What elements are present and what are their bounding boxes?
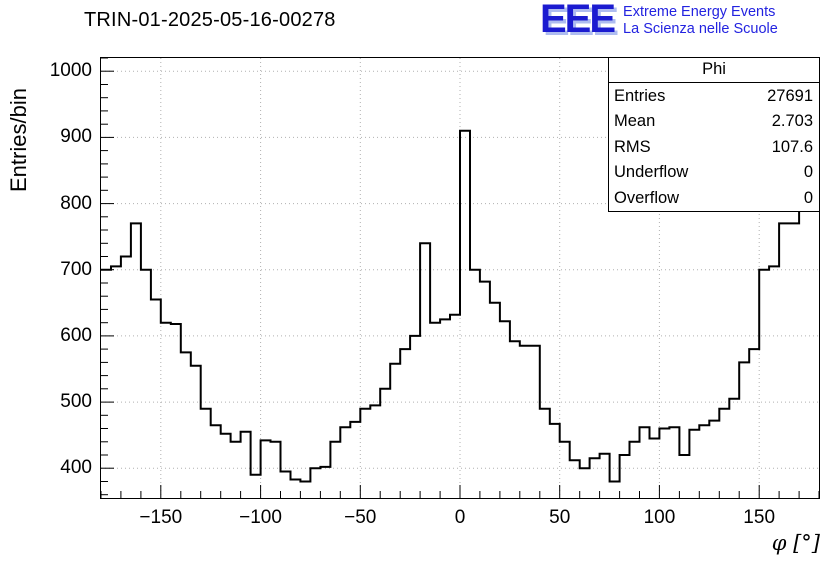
eee-logo-caption: Extreme Energy Events La Scienza nelle S… <box>623 1 778 38</box>
x-tick-label: −150 <box>139 507 183 528</box>
y-tick-label: 400 <box>60 457 92 479</box>
stats-row-overflow: Overflow 0 <box>609 186 819 212</box>
y-tick-label: 600 <box>60 324 92 346</box>
x-tick-label: 0 <box>454 507 466 528</box>
y-tick-label: 700 <box>60 258 92 280</box>
stats-row-mean: Mean 2.703 <box>609 109 819 135</box>
stats-row-entries: Entries 27691 <box>609 83 819 109</box>
stat-label: Underflow <box>614 163 689 182</box>
stat-value: 2.703 <box>771 112 813 131</box>
stat-value: 0 <box>803 189 813 207</box>
eee-logo-line2: La Scienza nelle Scuole <box>623 21 778 37</box>
x-axis-title: φ [°] <box>771 531 820 555</box>
stat-label: RMS <box>614 137 651 156</box>
stat-value: 107.6 <box>771 137 813 156</box>
stat-label: Overflow <box>614 189 680 207</box>
plot-frame: Phi Entries 27691 Mean 2.703 RMS 107.6 U… <box>50 57 820 528</box>
eee-logo-line1: Extreme Energy Events <box>623 4 776 20</box>
stat-label: Mean <box>614 112 656 131</box>
stats-box: Phi Entries 27691 Mean 2.703 RMS 107.6 U… <box>608 57 820 213</box>
stat-value: 0 <box>803 163 813 182</box>
y-axis-title: Entries/bin <box>6 88 31 192</box>
y-tick-label: 1000 <box>49 60 92 82</box>
y-tick-label: 800 <box>60 192 92 214</box>
y-tick-label: 500 <box>60 391 92 413</box>
histogram-svg <box>101 58 819 498</box>
eee-logo: EEE Extreme Energy Events La Scienza nel… <box>540 0 778 41</box>
stat-label: Entries <box>614 86 666 105</box>
stats-row-rms: RMS 107.6 <box>609 134 819 160</box>
x-tick-label: 50 <box>549 507 571 528</box>
plot-title: TRIN-01-2025-05-16-00278 <box>84 9 336 31</box>
eee-logo-text: EEE <box>540 0 616 41</box>
stats-row-underflow: Underflow 0 <box>609 160 819 186</box>
stat-value: 27691 <box>767 86 813 105</box>
x-tick-label: 100 <box>643 507 676 528</box>
x-tick-label: 150 <box>743 507 776 528</box>
x-tick-label: −50 <box>344 507 377 528</box>
y-tick-label: 900 <box>60 126 92 148</box>
x-tick-label: −100 <box>239 507 282 528</box>
stats-title: Phi <box>609 58 819 83</box>
